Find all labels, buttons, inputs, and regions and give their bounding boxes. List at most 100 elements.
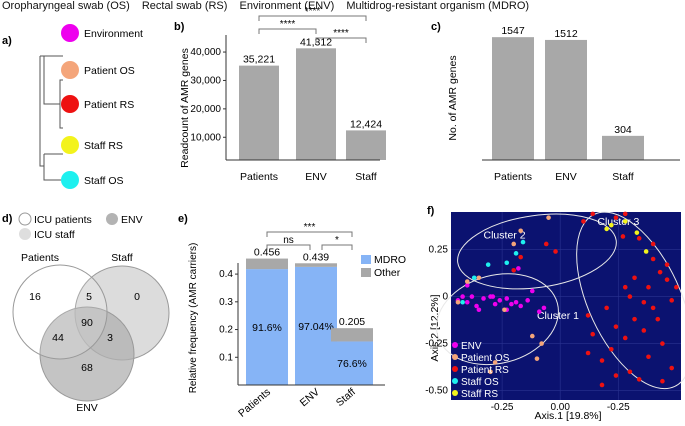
scatter-point (669, 365, 675, 371)
bar-other (246, 258, 288, 270)
scatter-point (636, 236, 642, 241)
scatter-point (525, 298, 530, 303)
leaf-label: Staff OS (84, 175, 124, 187)
scatter-point (539, 341, 544, 346)
leaf-dot-patient-rs (61, 95, 79, 113)
y-tick-label: 0.4 (219, 269, 233, 280)
x-tick-label: -0.25 (607, 402, 630, 413)
bar-mdro (331, 341, 373, 385)
y-axis-title: Axis.2 [12.2%] (429, 294, 441, 361)
significance-label: * (335, 235, 339, 246)
bar-percent-label: 91.6% (252, 322, 282, 334)
scatter-point (476, 307, 482, 313)
scatter-point (460, 294, 465, 299)
legend-swatch-mdro (361, 255, 371, 264)
y-tick-label: 0.25 (429, 245, 449, 256)
mdro-stacked-bar-chart: Relative frequency (AMR carriers) MDRO O… (188, 222, 406, 420)
legend-dot (452, 342, 458, 348)
y-axis-title: No. of AMR genes (447, 55, 459, 140)
scatter-point (485, 262, 491, 267)
scatter-point (511, 267, 517, 273)
header-item: Rectal swab (RS) (141, 0, 228, 12)
abbreviation-header: Oropharyngeal swab (OS) Rectal swab (RS)… (2, 0, 538, 12)
scatter-point (620, 234, 626, 239)
scatter-point (553, 249, 558, 254)
scatter-point (541, 305, 547, 311)
bar (239, 65, 279, 160)
legend-label: ICU patients (34, 214, 92, 226)
significance-bracket (266, 231, 353, 237)
scatter-point (650, 256, 656, 262)
x-tick-label: -0.25 (491, 402, 514, 413)
scatter-point (471, 275, 477, 281)
bar-value-label: 35,221 (243, 54, 275, 66)
scatter-point (613, 324, 619, 329)
leaf-label: Environment (84, 28, 143, 40)
leaf-label: Patient RS (84, 99, 134, 111)
legend-label: Patient OS (461, 353, 510, 364)
venn-count-patients-only: 16 (29, 291, 41, 303)
bar-value-label: 1547 (501, 25, 525, 37)
scatter-point (660, 378, 665, 384)
legend-swatch-other (361, 268, 371, 277)
leaf-label: Patient OS (84, 65, 135, 77)
venn-circle-env (39, 306, 135, 402)
scatter-point (590, 331, 596, 337)
bar-total-label: 0.205 (339, 316, 365, 328)
legend-swatch (19, 228, 31, 240)
dendrogram-branch (59, 79, 63, 104)
scatter-point (509, 301, 514, 307)
scatter-point (634, 230, 640, 235)
scatter-point (674, 284, 679, 290)
venn-set-label: Staff (111, 252, 132, 264)
scatter-point (534, 356, 540, 361)
panel-label-e: e) (178, 213, 188, 225)
x-tick-label: 0.00 (550, 402, 570, 413)
venn-count-patients-staff: 5 (86, 291, 92, 303)
scatter-point (530, 333, 535, 339)
scatter-point (474, 303, 479, 309)
bar (296, 48, 336, 161)
scatter-point (530, 288, 535, 294)
scatter-point (622, 284, 628, 290)
bar-mdro (295, 266, 337, 385)
significance-label: **** (333, 28, 349, 39)
scatter-point (622, 211, 628, 217)
venn-set-label: ENV (76, 402, 98, 414)
significance-bracket (258, 28, 317, 34)
panel-label-a: a) (2, 35, 12, 47)
leaf-dot-staff-os (61, 171, 79, 189)
y-tick-label: 20,000 (190, 104, 221, 115)
y-tick-label: 10,000 (190, 132, 221, 143)
dendrogram-branch (43, 56, 60, 105)
venn-circle-patients (12, 264, 108, 360)
significance-label: ns (283, 235, 294, 246)
scatter-point (599, 382, 605, 388)
bar-value-label: 304 (614, 124, 632, 136)
panel-label-f: f) (427, 205, 435, 217)
legend-label: MDRO (374, 254, 406, 266)
scatter-point (664, 277, 670, 282)
bar-value-label: 1512 (554, 28, 578, 40)
scatter-point (460, 299, 465, 305)
venn-count-env-only: 68 (81, 362, 93, 374)
scatter-point (504, 296, 510, 301)
significance-bracket (315, 37, 367, 43)
bar-total-label: 0.456 (254, 247, 280, 259)
y-tick-label: 40,000 (190, 47, 221, 58)
scatter-point (657, 269, 663, 275)
x-axis-title: Axis.1 [19.8%] (534, 410, 601, 422)
legend-label: ICU staff (34, 229, 75, 241)
legend-dot (452, 354, 458, 360)
scatter-point (476, 275, 482, 281)
scatter-point (660, 341, 665, 346)
legend-label: ENV (461, 341, 482, 352)
scatter-point (481, 296, 486, 301)
scatter-point (664, 262, 670, 267)
x-tick-label: Patients (240, 171, 278, 183)
y-tick-label: 0.3 (219, 297, 233, 308)
x-tick-label: Staff (334, 386, 358, 409)
scatter-point (464, 299, 470, 305)
significance-label: *** (304, 222, 316, 233)
y-tick-label: 30,000 (190, 75, 221, 86)
